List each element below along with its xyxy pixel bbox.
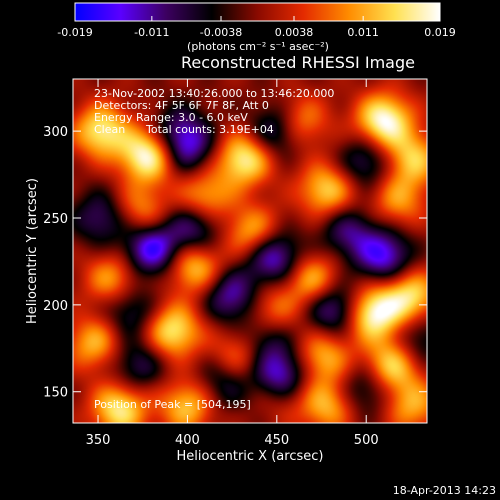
chart-title: Reconstructed RHESSI Image bbox=[181, 53, 415, 72]
footer-timestamp: 18-Apr-2013 14:23 bbox=[393, 484, 496, 497]
x-tick-label: 350 bbox=[86, 433, 111, 448]
y-axis-label: Heliocentric Y (arcsec) bbox=[25, 178, 40, 324]
annotation-time: 23-Nov-2002 13:40:26.000 to 13:46:20.000 bbox=[94, 87, 334, 100]
annotation-method: Clean bbox=[94, 123, 125, 136]
plot-frame bbox=[72, 78, 428, 424]
annotation-detectors: Detectors: 4F 5F 6F 7F 8F, Att 0 bbox=[94, 99, 269, 112]
annotation-counts: Total counts: 3.19E+04 bbox=[145, 123, 274, 136]
colorbar-units: (photons cm⁻² s⁻¹ asec⁻²) bbox=[187, 40, 329, 53]
annotation-energy: Energy Range: 3.0 - 6.0 keV bbox=[94, 111, 248, 124]
x-tick-label: 450 bbox=[264, 433, 289, 448]
y-tick-label: 200 bbox=[43, 299, 68, 314]
colorbar-tick-label: 0.0038 bbox=[275, 26, 314, 39]
x-axis-ticks: 350 400 450 500 bbox=[86, 79, 379, 448]
heatmap-image bbox=[73, 79, 427, 423]
colorbar-tick-label: -0.011 bbox=[134, 26, 169, 39]
colorbar-tick-label: 0.019 bbox=[424, 26, 456, 39]
x-axis-label: Heliocentric X (arcsec) bbox=[177, 449, 324, 464]
colorbar: -0.019 -0.011 -0.0038 0.0038 0.011 0.019 (pho… bbox=[57, 2, 456, 53]
annotation-peak: Position of Peak = [504,195] bbox=[94, 398, 251, 411]
colorbar-tick-label: -0.0038 bbox=[200, 26, 242, 39]
x-tick-label: 500 bbox=[354, 433, 379, 448]
colorbar-strip bbox=[74, 2, 441, 22]
y-tick-label: 300 bbox=[43, 125, 68, 140]
annotations: 23-Nov-2002 13:40:26.000 to 13:46:20.000… bbox=[94, 87, 334, 411]
colorbar-tick-label: -0.019 bbox=[57, 26, 92, 39]
plot-area: 350 400 450 500 150 200 250 300 bbox=[43, 78, 428, 448]
colorbar-tick-label: 0.011 bbox=[347, 26, 379, 39]
y-axis-ticks: 150 200 250 300 bbox=[43, 125, 427, 401]
y-tick-label: 250 bbox=[43, 212, 68, 227]
x-tick-label: 400 bbox=[175, 433, 200, 448]
y-tick-label: 150 bbox=[43, 386, 68, 401]
colorbar-ticks: -0.019 -0.011 -0.0038 0.0038 0.011 0.019 bbox=[57, 16, 456, 39]
